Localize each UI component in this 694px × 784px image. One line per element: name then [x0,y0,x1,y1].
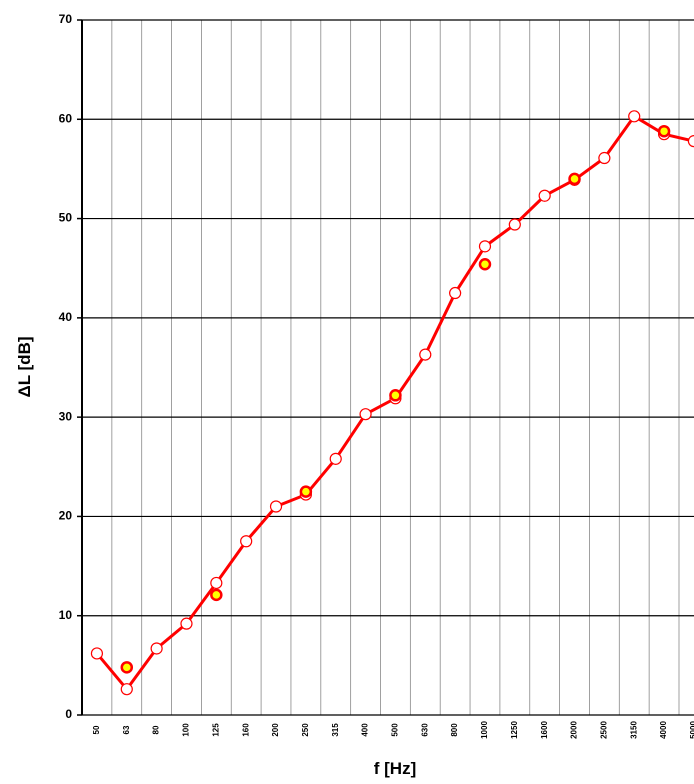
x-tick-label: 500 [391,723,400,737]
marker [269,500,283,513]
marker [568,172,581,186]
marker [299,485,313,498]
y-tick-label: 60 [59,111,73,125]
marker [359,408,372,421]
marker [598,151,611,165]
x-tick-label: 125 [211,723,220,737]
marker [120,661,134,674]
x-tick-label: 160 [241,723,250,737]
y-tick-label: 30 [59,409,73,423]
x-tick-label: 2500 [599,721,608,739]
y-tick-label: 50 [59,211,73,225]
marker [180,617,193,630]
x-tick-label: 80 [152,725,161,734]
marker [329,452,342,465]
x-tick-label: 1000 [480,721,489,739]
marker [210,576,223,590]
x-tick-label: 1600 [540,721,549,739]
marker [478,257,492,271]
y-axis-label: ΔL [dB] [15,336,34,397]
x-tick-label: 400 [361,723,370,737]
y-tick-label: 20 [59,509,73,523]
x-tick-label: 315 [331,723,340,737]
marker [419,348,432,361]
x-tick-label: 630 [420,723,429,737]
x-tick-label: 200 [271,723,280,737]
x-tick-label: 3150 [629,721,638,739]
marker [628,110,641,123]
marker [538,189,551,202]
x-tick-label: 5000 [689,721,694,739]
marker [90,647,104,660]
marker [508,218,521,231]
x-tick-label: 1250 [510,721,519,739]
x-tick-label: 2000 [570,721,579,739]
x-tick-label: 800 [450,723,459,737]
x-tick-label: 4000 [659,721,668,739]
x-axis-label: f [Hz] [374,759,416,778]
marker [150,642,163,655]
y-tick-label: 70 [59,12,73,26]
marker [240,535,253,548]
marker [120,683,133,696]
marker [449,286,462,300]
y-tick-label: 40 [59,310,73,324]
y-tick-label: 10 [59,608,73,622]
x-tick-label: 250 [301,723,310,737]
marker [210,588,223,602]
x-tick-label: 100 [182,723,191,737]
marker [478,240,492,253]
x-tick-label: 50 [92,725,101,734]
y-tick-label: 0 [65,707,72,721]
x-tick-label: 63 [122,725,131,734]
marker [657,124,671,138]
marker [687,135,694,148]
marker [389,389,402,402]
